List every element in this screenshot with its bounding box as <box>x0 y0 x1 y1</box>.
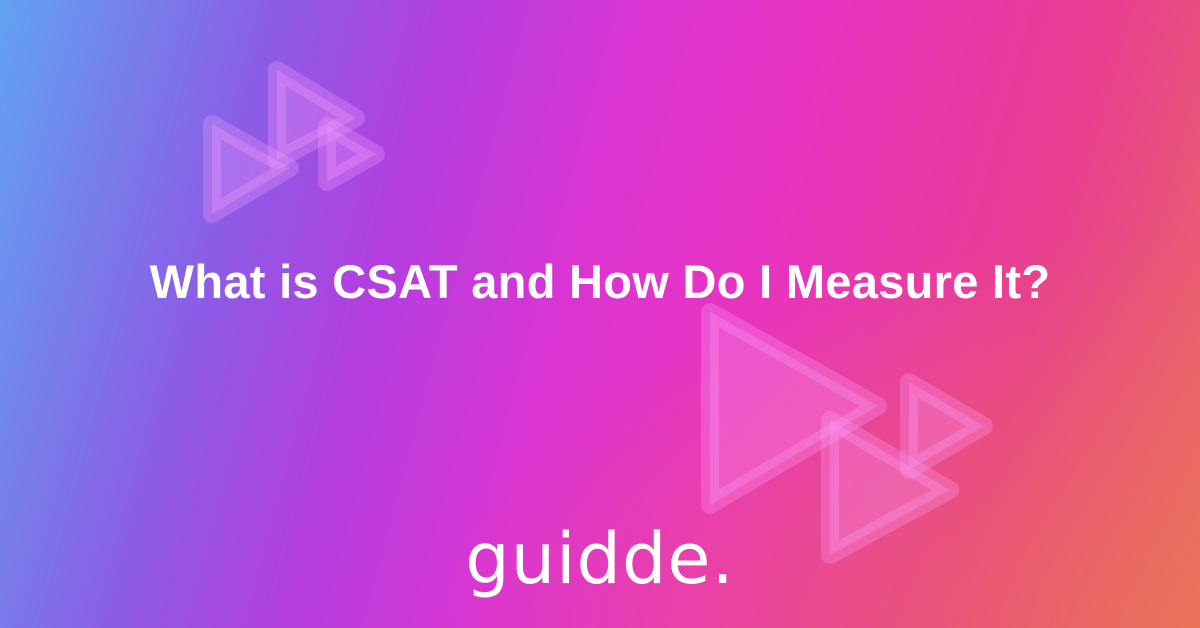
guidde-logo: guidde. <box>465 518 735 600</box>
triangle-decoration <box>318 117 385 191</box>
triangle-decoration <box>203 115 299 223</box>
triangle-decoration <box>268 61 365 169</box>
triangle-decoration <box>900 373 993 479</box>
page-title: What is CSAT and How Do I Measure It? <box>149 255 1051 308</box>
triangle-decoration <box>701 303 887 514</box>
triangle-decoration <box>821 411 959 564</box>
